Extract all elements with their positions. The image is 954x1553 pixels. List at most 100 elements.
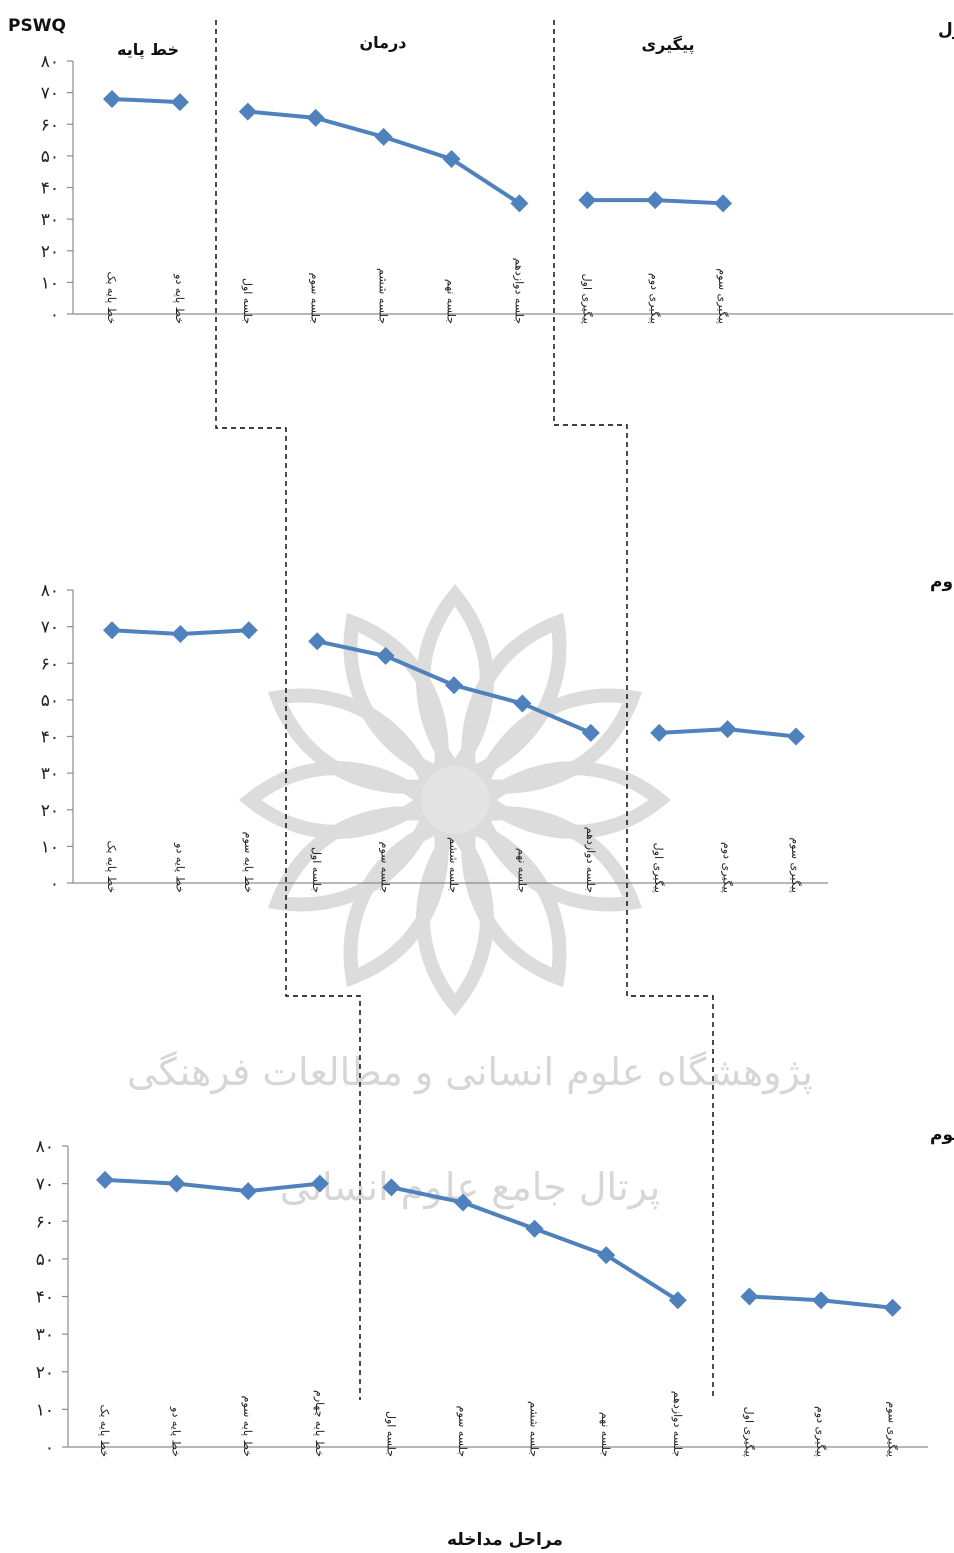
chart-title: بیمار سوم (930, 1125, 954, 1145)
data-point (103, 621, 121, 640)
data-point (883, 1298, 902, 1317)
x-tick-label: پیگیری دوم (721, 842, 734, 893)
x-tick-label: جلسه نهم (515, 848, 528, 893)
y-tick-label: ۶۰ (36, 1212, 54, 1232)
watermark-petal (343, 612, 449, 784)
y-tick-label: ۱۰ (41, 837, 59, 857)
x-tick-label: جلسه اول (384, 1411, 397, 1457)
data-point (306, 108, 325, 127)
data-point (454, 1193, 472, 1212)
y-tick-label: ۴۰ (41, 179, 59, 199)
data-point (812, 1291, 830, 1310)
phase-line-treatment-followup (553, 20, 714, 1400)
x-tick-label: پیگیری سوم (789, 837, 802, 893)
x-tick-label: جلسه اول (241, 278, 254, 324)
y-tick-label: ۱۰ (41, 273, 59, 293)
chart-title: بیمار دوم (930, 572, 954, 592)
y-tick-label: ۰ (50, 874, 59, 894)
y-tick-label: ۲۰ (41, 801, 59, 821)
x-tick-label: جلسه دوازدهم (671, 1391, 684, 1457)
y-tick-label: ۴۰ (36, 1288, 54, 1308)
series-line (104, 1177, 321, 1194)
data-point (239, 1182, 258, 1201)
data-point (442, 150, 461, 169)
data-point (668, 1291, 687, 1310)
data-point (170, 93, 189, 112)
x-tick-label: خط پایه یک (105, 840, 118, 893)
x-tick-label: خط پایه سوم (241, 1396, 254, 1457)
data-point (510, 194, 529, 213)
phase-change-lines (215, 20, 714, 1400)
x-tick-label: جلسه ششم (528, 1401, 541, 1457)
y-tick-label: ۰ (45, 1438, 54, 1458)
data-point (581, 723, 600, 742)
x-tick-label: جلسه نهم (599, 1412, 612, 1457)
x-tick-label: جلسه ششم (447, 837, 460, 893)
y-tick-label: ۳۰ (41, 764, 59, 784)
watermark-petal (343, 816, 449, 988)
data-point (308, 632, 327, 651)
data-point (238, 102, 257, 121)
y-tick-label: ۷۰ (36, 1175, 54, 1195)
y-tick-label: ۷۰ (41, 618, 59, 638)
watermark-text-line1: پژوهشگاه علوم انسانی و مطالعات فرهنگی (127, 1050, 813, 1095)
y-tick-label: ۷۰ (41, 84, 59, 104)
data-point (103, 89, 121, 108)
watermark-petal (267, 806, 439, 912)
data-point (96, 1170, 114, 1189)
data-point (374, 127, 393, 146)
x-axis-title: مراحل مداخله (447, 1530, 563, 1550)
chart-title: بیمار اول (938, 20, 954, 40)
data-point (171, 624, 190, 643)
x-tick-label: پیگیری سوم (886, 1401, 899, 1457)
x-tick-label: پیگیری اول (652, 843, 665, 893)
x-tick-label: خط پایه دو (173, 273, 186, 324)
y-tick-label: ۸۰ (41, 52, 59, 72)
x-tick-label: جلسه ششم (377, 268, 390, 324)
x-tick-label: پیگیری دوم (648, 273, 661, 324)
watermark-petal (416, 818, 494, 1017)
watermark-petal (471, 806, 643, 912)
watermark-petal (416, 583, 494, 782)
y-tick-label: ۸۰ (41, 581, 59, 601)
y-tick-label: ۳۰ (36, 1325, 54, 1345)
x-tick-label: جلسه دوازدهم (584, 827, 597, 893)
x-tick-label: پیگیری اول (742, 1407, 755, 1457)
series-line (111, 96, 180, 105)
data-point (310, 1174, 329, 1193)
x-tick-label: جلسه سوم (456, 1406, 469, 1457)
y-tick-label: ۵۰ (36, 1250, 54, 1270)
watermark-petal (471, 688, 643, 794)
x-tick-label: جلسه اول (310, 847, 323, 893)
data-point (578, 191, 597, 210)
data-point (646, 191, 665, 210)
x-tick-label: خط پایه دو (173, 842, 186, 893)
y-tick-label: ۶۰ (41, 115, 59, 135)
x-tick-label: پیگیری اول (580, 274, 593, 324)
y-tick-label: ۱۰ (36, 1400, 54, 1420)
phase-label-baseline: خط پایه (117, 40, 179, 60)
x-tick-label: پیگیری سوم (716, 268, 729, 324)
y-tick-label: ۶۰ (41, 654, 59, 674)
phase-label-treatment: درمان (360, 33, 407, 52)
data-point (597, 1246, 616, 1265)
data-point (376, 646, 395, 665)
data-point (525, 1219, 544, 1238)
data-point (740, 1287, 759, 1306)
watermark-center (421, 766, 489, 834)
y-tick-label: ۵۰ (41, 147, 59, 167)
y-tick-label: ۸۰ (36, 1137, 54, 1157)
watermark-petal (238, 761, 437, 839)
y-tick-label: ۲۰ (41, 242, 59, 262)
x-tick-label: خط پایه چهارم (313, 1390, 326, 1457)
data-point (714, 194, 733, 213)
x-tick-label: جلسه سوم (379, 842, 392, 893)
chart-patient-2: بیمار دوم ۰ ۱۰ ۲۰ ۳۰ ۴۰ ۵۰ ۶۰ ۷۰ ۸۰ خط پایه یک خط پ… (41, 572, 954, 894)
chart-patient-1: بیمار اول ۰ ۱۰ ۲۰ ۳۰ ۴۰ ۵۰ ۶۰ ۷۰ ۸۰ خط پایه یک خط پ… (41, 20, 954, 325)
x-tick-label: خط پایه دو (170, 1406, 183, 1457)
watermark-petal (461, 612, 567, 784)
data-point (445, 676, 463, 695)
y-tick-label: ۰ (50, 305, 59, 325)
x-tick-label: جلسه دوازدهم (512, 258, 525, 324)
